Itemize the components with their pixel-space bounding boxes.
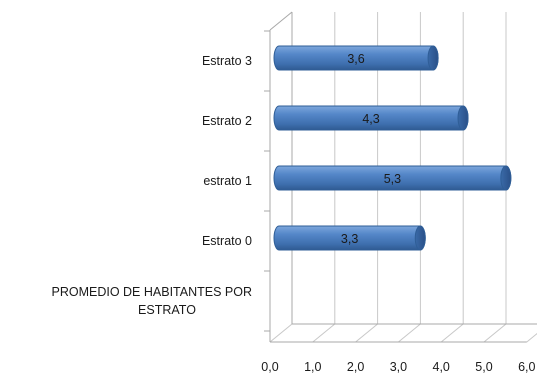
bar-cap: [427, 45, 439, 71]
floor-gridline: [398, 323, 421, 343]
x-tick-label: 6,0: [518, 360, 535, 374]
bar-cap: [457, 105, 469, 131]
x-tick-label: 4,0: [433, 360, 450, 374]
category-label: Estrato 3: [202, 54, 252, 68]
data-label: 3,6: [347, 52, 364, 66]
bars: [273, 45, 512, 251]
floor-gridline: [440, 323, 464, 343]
x-tick-label: 0,0: [261, 360, 278, 374]
bar-cap: [414, 225, 426, 251]
labels: 0,0 1,0 2,0 3,0 4,0 5,0 6,0 PROMEDIO DE HABITAN…: [52, 52, 536, 374]
x-tick-label: 5,0: [475, 360, 492, 374]
category-label: Estrato 0: [202, 234, 252, 248]
left-wall-top-edge: [269, 11, 293, 31]
x-tick-label: 3,0: [390, 360, 407, 374]
floor-gridline: [355, 323, 378, 343]
floor-gridline: [269, 323, 293, 343]
category-label-line: ESTRATO: [138, 303, 196, 317]
x-tick-label: 2,0: [347, 360, 364, 374]
floor-gridline: [526, 333, 537, 343]
data-label: 4,3: [362, 112, 379, 126]
category-label: PROMEDIO DE HABITANTES POR ESTRATO: [52, 285, 253, 317]
data-label: 3,3: [341, 232, 358, 246]
floor-gridline: [483, 323, 507, 343]
category-label-line: PROMEDIO DE HABITANTES POR: [52, 285, 253, 299]
data-label: 5,3: [384, 172, 401, 186]
floor-gridline: [312, 323, 336, 343]
category-label: Estrato 2: [202, 114, 252, 128]
x-tick-label: 1,0: [304, 360, 321, 374]
category-label: estrato 1: [203, 174, 252, 188]
bar-cap: [500, 165, 512, 191]
